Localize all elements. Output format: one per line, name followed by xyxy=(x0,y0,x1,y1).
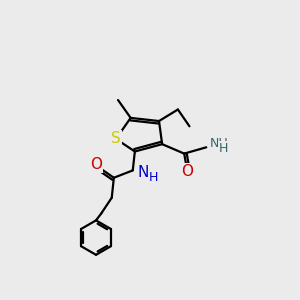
Text: H: H xyxy=(149,171,158,184)
Text: N: N xyxy=(137,165,149,180)
Text: NH: NH xyxy=(209,137,228,150)
Text: O: O xyxy=(181,164,194,179)
Text: S: S xyxy=(111,131,121,146)
Text: O: O xyxy=(90,157,102,172)
Text: H: H xyxy=(219,142,228,155)
